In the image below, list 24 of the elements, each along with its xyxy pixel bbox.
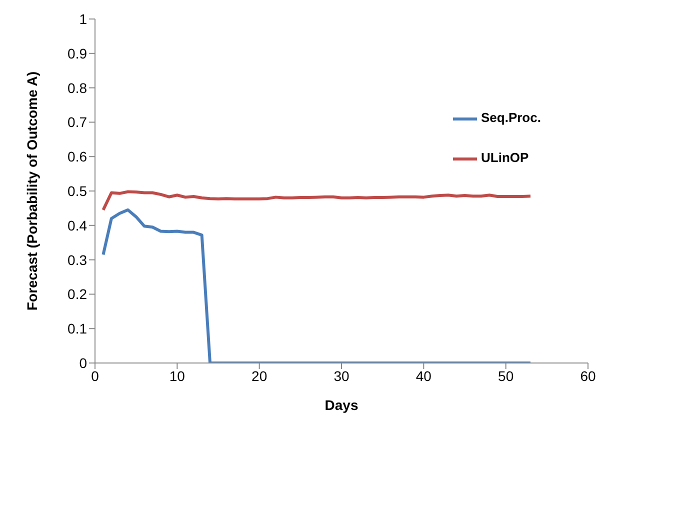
x-axis-title: Days: [324, 397, 358, 413]
legend-label: Seq.Proc.: [481, 110, 541, 125]
line-series: [102, 190, 532, 212]
y-tick-label: 0: [79, 354, 88, 371]
y-tick-label: 0.3: [68, 252, 88, 268]
y-tick-label: 0.2: [68, 286, 88, 302]
y-tick-label: 0.4: [68, 217, 88, 234]
x-tick-label: 50: [498, 368, 514, 384]
x-tick-label: 40: [416, 368, 432, 384]
y-tick-label: 0.5: [68, 182, 88, 199]
y-tick-label: 0.1: [68, 320, 88, 337]
y-tick-label: 0.8: [68, 80, 88, 96]
legend-label: ULinOP: [481, 150, 529, 165]
y-axis-title: Forecast (Porbability of Outcome A): [24, 71, 40, 311]
x-tick-label: 60: [580, 368, 596, 384]
y-tick-label: 0.9: [68, 45, 88, 62]
x-tick-label: 0: [91, 368, 100, 384]
x-tick-label: 20: [252, 368, 268, 384]
x-tick-label: 30: [334, 368, 350, 384]
y-tick-label: 1: [79, 10, 88, 27]
x-tick-label: 10: [169, 368, 186, 384]
y-tick-label: 0.6: [68, 148, 88, 165]
y-tick-label: 0.7: [68, 114, 88, 130]
line-series: [102, 208, 532, 363]
